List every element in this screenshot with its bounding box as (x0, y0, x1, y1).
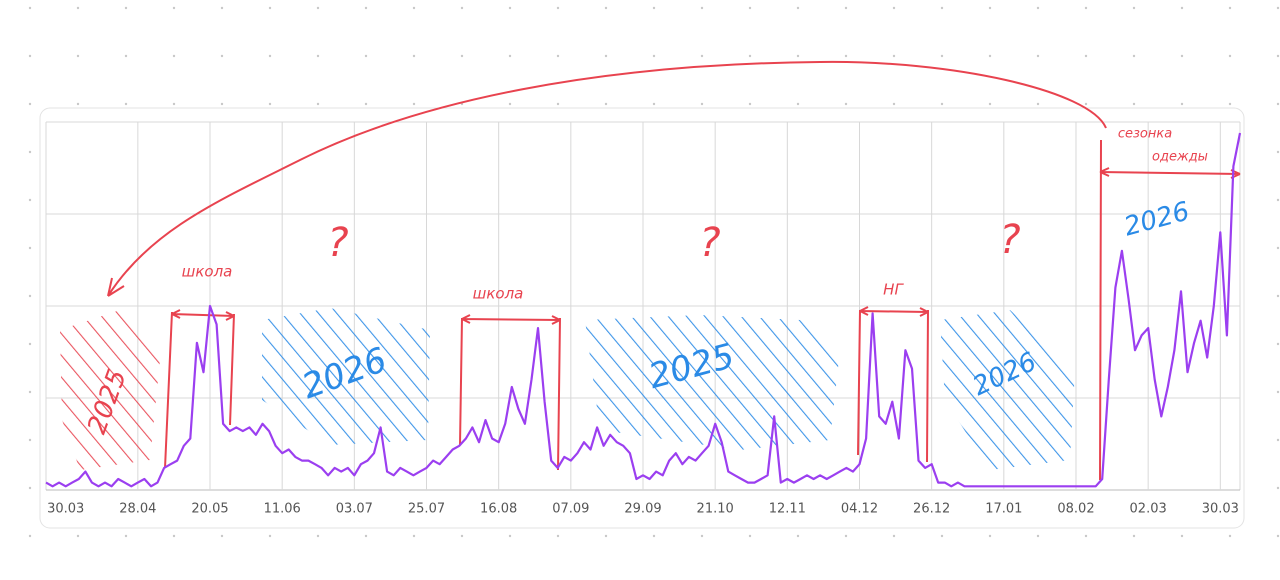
annotation: одежды (1152, 150, 1208, 165)
x-tick-label: 04.12 (841, 502, 878, 517)
x-tick-label: 30.03 (47, 502, 84, 517)
x-tick-label: 25.07 (408, 502, 445, 517)
x-tick-label: 21.10 (697, 502, 734, 517)
x-tick-label: 12.11 (769, 502, 806, 517)
x-tick-label: 03.07 (336, 502, 373, 517)
x-tick-label: 26.12 (913, 502, 950, 517)
x-tick-label: 11.06 (264, 502, 301, 517)
annotation: ? (327, 220, 348, 266)
x-tick-label: 16.08 (480, 502, 517, 517)
x-tick-label: 17.01 (985, 502, 1022, 517)
annotation: ? (999, 217, 1020, 263)
x-tick-label: 28.04 (119, 502, 156, 517)
hatching (60, 308, 1075, 470)
annotation: сезонка (1118, 127, 1172, 142)
x-tick-label: 29.09 (624, 502, 661, 517)
annotation: НГ (883, 281, 904, 299)
brackets (107, 60, 1241, 481)
annotation: ? (699, 220, 720, 266)
x-tick-label: 02.03 (1130, 502, 1167, 517)
x-tick-label: 30.03 (1202, 502, 1239, 517)
annotation: школа (182, 263, 233, 281)
x-tick-label: 07.09 (552, 502, 589, 517)
x-tick-label: 08.02 (1057, 502, 1094, 517)
x-tick-label: 20.05 (191, 502, 228, 517)
annotation: школа (473, 285, 524, 303)
data-line (45, 132, 1242, 488)
